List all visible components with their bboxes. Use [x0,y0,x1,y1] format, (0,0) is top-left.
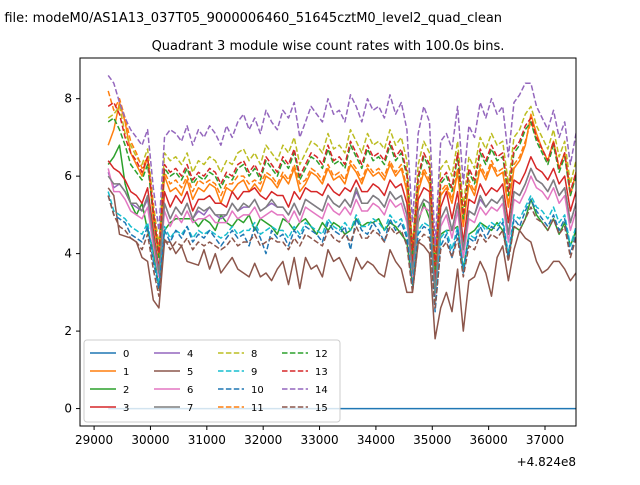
series-line-3 [107,156,576,286]
legend-label-0: 0 [123,349,129,360]
legend-frame [83,339,341,423]
series-line-12 [107,117,576,270]
legend-label-8: 8 [251,349,257,360]
legend-label-11: 11 [251,403,264,414]
legend-label-7: 7 [187,403,193,414]
legend-label-12: 12 [315,349,328,360]
x-tick-label: 32000 [244,433,282,447]
x-offset-label: +4.824e8 [517,455,576,469]
y-tick-label: 2 [64,324,72,338]
x-tick-label: 36000 [470,433,508,447]
series-line-5 [107,187,576,340]
legend-label-3: 3 [123,403,129,414]
series-line-14 [107,74,576,247]
series-line-13 [107,101,576,266]
x-tick-label: 33000 [300,433,338,447]
series-layer [107,74,576,410]
series-line-1 [107,101,576,274]
series-line-7 [107,167,576,294]
legend-label-4: 4 [187,349,193,360]
y-tick-label: 0 [64,402,72,416]
legend-label-1: 1 [123,367,129,378]
legend-label-15: 15 [315,403,328,414]
legend-label-5: 5 [187,367,193,378]
legend-label-2: 2 [123,385,129,396]
x-tick-label: 30000 [131,433,169,447]
x-tick-label: 35000 [413,433,451,447]
legend-label-9: 9 [251,367,257,378]
y-tick-label: 4 [64,247,72,261]
series-line-9 [107,191,576,305]
series-line-8 [107,105,576,263]
series-line-10 [107,195,576,313]
x-axis: 29000 30000 31000 32000 33000 34000 35000 36000… [75,426,564,447]
legend-label-10: 10 [251,385,264,396]
x-tick-label: 37000 [526,433,564,447]
x-tick-label: 29000 [75,433,113,447]
y-tick-label: 8 [64,92,72,106]
y-axis: 0 2 4 6 8 [64,92,80,416]
chart-title: Quadrant 3 module wise count rates with … [152,39,505,54]
series-line-6 [107,168,576,297]
legend-label-14: 14 [315,385,328,396]
plot-area-frame [79,57,577,427]
series-line-15 [107,195,576,309]
x-tick-label: 31000 [188,433,226,447]
x-tick-label: 34000 [357,433,395,447]
legend-label-6: 6 [187,385,193,396]
y-tick-label: 6 [64,169,72,183]
legend-label-13: 13 [315,367,328,378]
chart-suptitle: n file: modeM0/AS1A13_037T05_9000006460_… [0,11,502,26]
